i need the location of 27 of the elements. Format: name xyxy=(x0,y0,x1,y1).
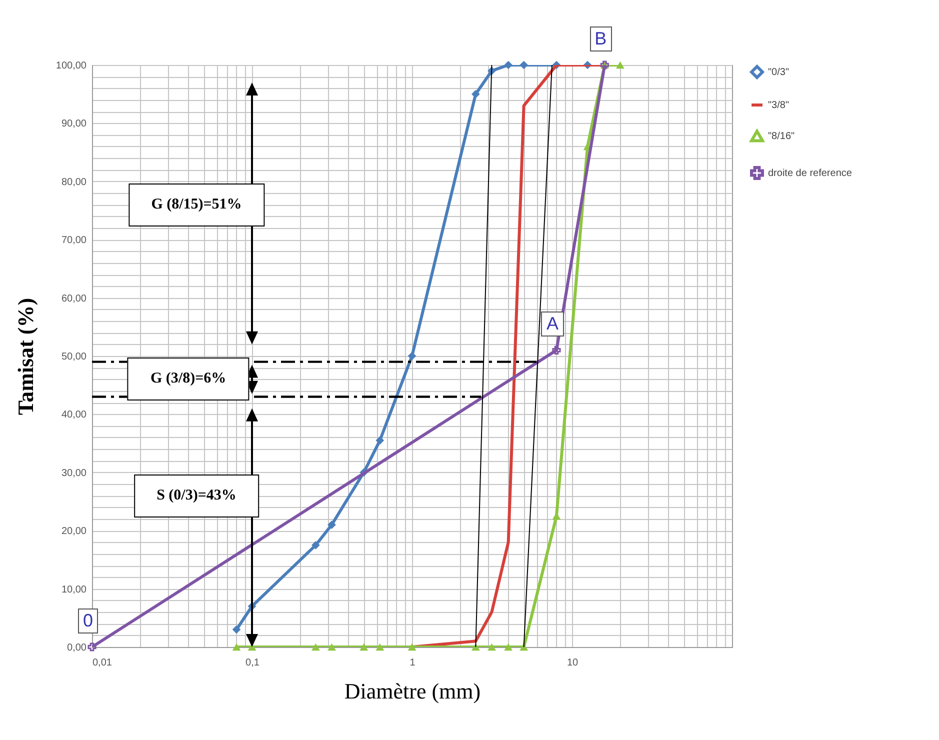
legend-label: "8/16" xyxy=(768,131,796,142)
y-tick-label: 90,00 xyxy=(61,118,87,130)
x-tick-label: 10 xyxy=(566,658,578,668)
y-tick-label: 10,00 xyxy=(61,584,87,596)
y-axis-title: Tamisat (%) xyxy=(12,298,38,416)
y-tick-label: 100,00 xyxy=(56,60,87,72)
annotation: G (3/8)=6% xyxy=(128,358,250,401)
legend-label: "3/8" xyxy=(768,100,790,111)
y-tick-label: 70,00 xyxy=(61,235,87,246)
annotation: B xyxy=(590,26,612,52)
x-tick-label: 0,01 xyxy=(92,658,112,668)
y-tick-label: 0,00 xyxy=(67,642,87,654)
y-tick-label: 20,00 xyxy=(61,526,87,538)
annotation: S (0/3)=43% xyxy=(134,474,260,518)
annotation: A xyxy=(541,312,564,337)
x-tick-label: 1 xyxy=(410,658,416,668)
x-axis-title: Diamètre (mm) xyxy=(344,678,481,704)
legend-label: "0/3" xyxy=(768,67,790,78)
annotation: 0 xyxy=(78,608,98,634)
y-tick-label: 50,00 xyxy=(61,352,87,362)
legend-label: droite de reference xyxy=(768,168,852,179)
y-tick-label: 30,00 xyxy=(61,468,87,479)
x-tick-label: 0,1 xyxy=(246,658,260,668)
annotation: G (8/15)=51% xyxy=(128,183,265,226)
y-tick-label: 80,00 xyxy=(61,176,87,188)
y-tick-label: 40,00 xyxy=(61,410,87,421)
y-tick-label: 60,00 xyxy=(61,293,87,304)
